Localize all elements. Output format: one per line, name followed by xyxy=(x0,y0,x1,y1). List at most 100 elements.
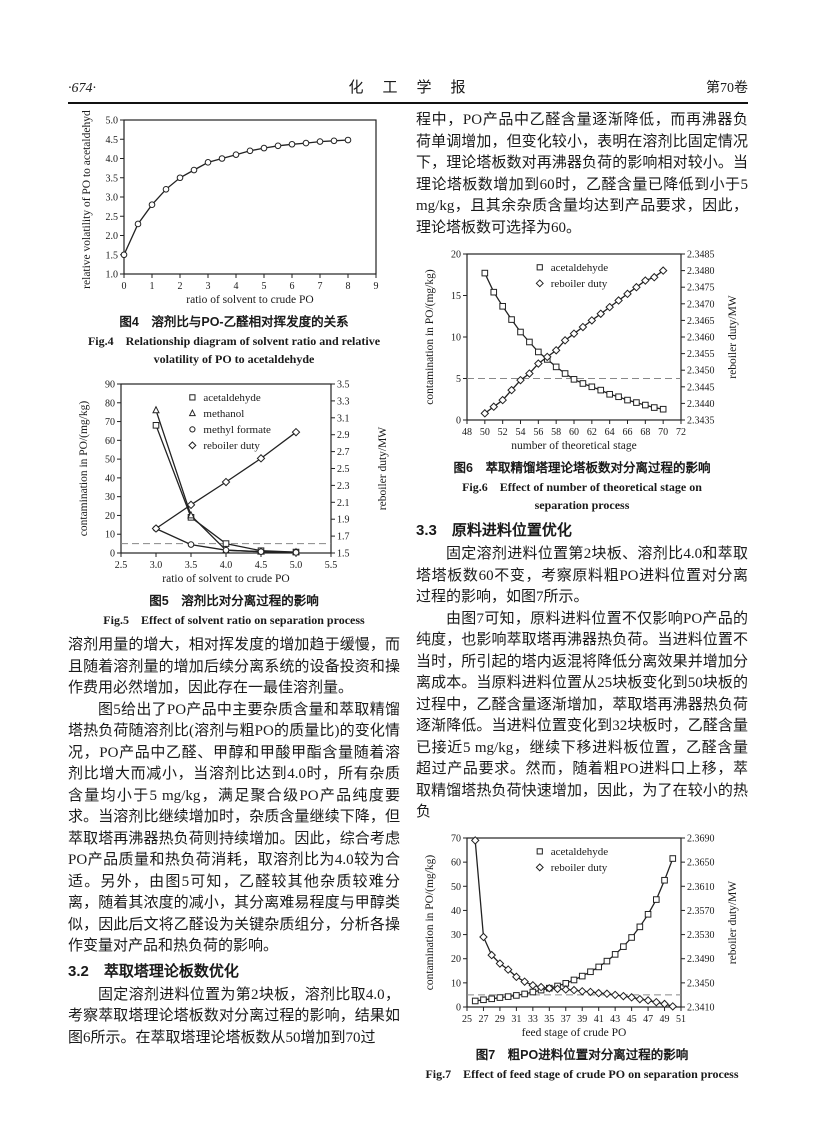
svg-text:2.3480: 2.3480 xyxy=(687,266,715,277)
svg-text:contamination in PO/(mg/kg): contamination in PO/(mg/kg) xyxy=(424,854,436,990)
figure-5: 2.5 3.0 3.5 4.0 4.5 5.0 5.5 0 10 20 30 40 50 60 70 80 90… xyxy=(68,374,400,629)
left-column: 0 1 2 3 4 5 6 7 8 9 1.0 1.5 2.0 2.5 3.0 3.5 4.0 4.5 5.0 rat… xyxy=(68,110,400,1049)
right-column: 程中，PO产品中乙醛含量逐渐降低，而再沸器负荷单调增加，但变化较小，表明在溶剂比… xyxy=(416,110,748,1089)
svg-text:2.3460: 2.3460 xyxy=(687,333,715,344)
svg-text:reboiler duty: reboiler duty xyxy=(551,278,608,290)
figure5-caption-cn: 图5 溶剂比对分离过程的影响 xyxy=(149,594,319,608)
figure6-caption: 图6 萃取精馏塔理论塔板数对分离过程的影响 Fig.6 Effect of nu… xyxy=(416,459,748,514)
figure4-caption-en-line1: Fig.4 Relationship diagram of solvent ra… xyxy=(87,334,381,348)
svg-text:2.5: 2.5 xyxy=(106,212,119,223)
section-heading-3-2: 3.2 萃取塔理论板数优化 xyxy=(68,962,239,980)
svg-text:60: 60 xyxy=(451,857,461,868)
svg-text:2.3690: 2.3690 xyxy=(687,833,715,844)
svg-text:2.3455: 2.3455 xyxy=(687,349,715,360)
figure7-caption-en: Fig.7 Effect of feed stage of crude PO o… xyxy=(425,1066,739,1081)
svg-text:2.3475: 2.3475 xyxy=(687,283,715,294)
figure7-caption: 图7 粗PO进料位置对分离过程的影响 Fig.7 Effect of feed … xyxy=(416,1046,748,1083)
paragraph-left-2: 图5给出了PO产品中主要杂质含量和萃取精馏塔热负荷随溶剂比(溶剂与粗PO的质量比… xyxy=(68,701,400,955)
svg-text:58: 58 xyxy=(551,427,561,438)
svg-text:reboiler duty: reboiler duty xyxy=(203,440,260,452)
svg-text:1.5: 1.5 xyxy=(337,549,350,560)
svg-text:1.5: 1.5 xyxy=(106,250,119,261)
svg-text:relative volatility of PO to a: relative volatility of PO to acetaldehyd… xyxy=(81,110,93,289)
svg-text:2.3490: 2.3490 xyxy=(687,954,715,965)
svg-text:30: 30 xyxy=(105,492,115,503)
svg-text:64: 64 xyxy=(605,427,615,438)
svg-text:5: 5 xyxy=(262,281,267,292)
svg-text:2.3610: 2.3610 xyxy=(687,881,715,892)
svg-text:52: 52 xyxy=(498,427,508,438)
svg-text:2.1: 2.1 xyxy=(337,498,350,509)
svg-text:number of theoretical stage: number of theoretical stage xyxy=(511,440,637,452)
svg-text:2.3465: 2.3465 xyxy=(687,316,715,327)
svg-text:50: 50 xyxy=(105,455,115,466)
svg-text:2.3: 2.3 xyxy=(337,481,350,492)
svg-text:40: 40 xyxy=(105,473,115,484)
svg-text:66: 66 xyxy=(623,427,633,438)
svg-text:2.3485: 2.3485 xyxy=(687,250,715,261)
volume-label: 第70卷 xyxy=(706,81,748,96)
svg-text:5.5: 5.5 xyxy=(325,560,338,571)
svg-text:10: 10 xyxy=(105,530,115,541)
svg-text:50: 50 xyxy=(480,427,490,438)
svg-text:acetaldehyde: acetaldehyde xyxy=(551,262,609,274)
svg-text:2.3410: 2.3410 xyxy=(687,1002,715,1013)
page-number: ·674· xyxy=(68,81,96,96)
svg-text:ratio of solvent to crude PO: ratio of solvent to crude PO xyxy=(186,294,313,306)
svg-text:20: 20 xyxy=(105,511,115,522)
svg-text:4.0: 4.0 xyxy=(106,154,119,165)
svg-text:10: 10 xyxy=(451,978,461,989)
svg-text:4.5: 4.5 xyxy=(106,135,119,146)
figure4-caption: 图4 溶剂比与PO-乙醛相对挥发度的关系 Fig.4 Relationship … xyxy=(68,313,400,368)
paragraph-right-2: 固定溶剂进料位置第2块板、溶剂比4.0和萃取塔塔板数60不变，考察原料粗PO进料… xyxy=(416,546,748,605)
svg-text:2.3450: 2.3450 xyxy=(687,366,715,377)
svg-text:3.0: 3.0 xyxy=(150,560,163,571)
svg-text:70: 70 xyxy=(451,833,461,844)
svg-text:3: 3 xyxy=(206,281,211,292)
paragraph-right-1: 程中，PO产品中乙醛含量逐渐降低，而再沸器负荷单调增加，但变化较小，表明在溶剂比… xyxy=(416,112,748,236)
svg-text:37: 37 xyxy=(561,1014,571,1025)
svg-text:4: 4 xyxy=(234,281,239,292)
figure4-caption-cn: 图4 溶剂比与PO-乙醛相对挥发度的关系 xyxy=(119,315,349,329)
svg-text:1.0: 1.0 xyxy=(106,270,119,281)
svg-text:90: 90 xyxy=(105,380,115,391)
svg-text:2.5: 2.5 xyxy=(115,560,128,571)
svg-text:0: 0 xyxy=(110,549,115,560)
svg-text:2: 2 xyxy=(178,281,183,292)
svg-text:33: 33 xyxy=(528,1014,538,1025)
journal-title: 化 工 学 报 xyxy=(348,80,468,96)
svg-text:2.9: 2.9 xyxy=(337,430,350,441)
svg-text:reboiler duty/MW: reboiler duty/MW xyxy=(727,295,739,378)
svg-text:3.5: 3.5 xyxy=(106,173,119,184)
svg-text:31: 31 xyxy=(511,1014,521,1025)
svg-text:9: 9 xyxy=(374,281,379,292)
page-header: ·674· 化 工 学 报 第70卷 xyxy=(68,76,748,104)
svg-text:45: 45 xyxy=(627,1014,637,1025)
svg-text:2.3450: 2.3450 xyxy=(687,978,715,989)
figure6-chart: 48 50 52 54 56 58 60 62 64 66 68 70 72 0 5 10 15 20 2.3435… xyxy=(424,250,739,453)
svg-text:3.1: 3.1 xyxy=(337,413,350,424)
svg-text:2.7: 2.7 xyxy=(337,447,350,458)
svg-text:40: 40 xyxy=(451,905,461,916)
svg-text:2.5: 2.5 xyxy=(337,464,350,475)
paragraph-left-1: 溶剂用量的增大，相对挥发度的增加趋于缓慢，而且随着溶剂量的增加后续分离系统的设备… xyxy=(68,637,400,696)
svg-text:acetaldehyde: acetaldehyde xyxy=(551,845,609,857)
svg-text:4.5: 4.5 xyxy=(255,560,268,571)
svg-text:1.9: 1.9 xyxy=(337,515,350,526)
svg-text:51: 51 xyxy=(676,1014,686,1025)
svg-text:7: 7 xyxy=(318,281,323,292)
svg-text:2.3440: 2.3440 xyxy=(687,399,715,410)
svg-text:1: 1 xyxy=(150,281,155,292)
svg-text:43: 43 xyxy=(610,1014,620,1025)
svg-text:39: 39 xyxy=(577,1014,587,1025)
figure5-caption: 图5 溶剂比对分离过程的影响 Fig.5 Effect of solvent r… xyxy=(68,592,400,629)
svg-text:methyl formate: methyl formate xyxy=(203,424,271,436)
svg-text:2.3650: 2.3650 xyxy=(687,857,715,868)
svg-text:2.3435: 2.3435 xyxy=(687,416,715,427)
svg-text:reboiler duty/MW: reboiler duty/MW xyxy=(377,427,389,510)
svg-text:68: 68 xyxy=(640,427,650,438)
svg-text:50: 50 xyxy=(451,881,461,892)
svg-text:2.3470: 2.3470 xyxy=(687,299,715,310)
figure-6: 48 50 52 54 56 58 60 62 64 66 68 70 72 0 5 10 15 20 2.3435… xyxy=(416,244,748,514)
svg-text:3.3: 3.3 xyxy=(337,396,350,407)
